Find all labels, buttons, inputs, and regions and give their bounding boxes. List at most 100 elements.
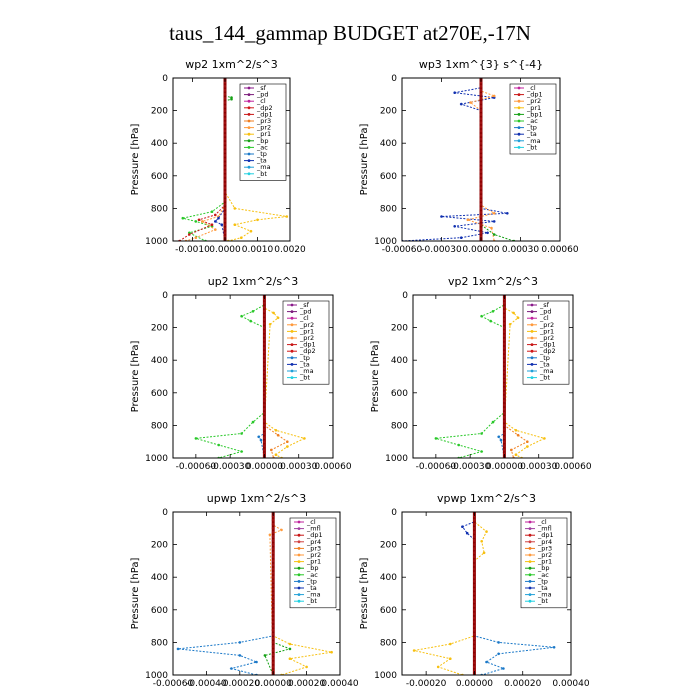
legend-entry: _bt [256,170,267,178]
series-group [176,512,333,675]
data-point [271,608,275,612]
legend-box [239,83,287,181]
legend-marker [517,132,521,136]
data-point [473,539,476,542]
data-point [201,220,204,223]
data-point [223,145,227,149]
data-point [263,440,266,444]
data-point [271,555,275,559]
legend-entry: _ac [256,143,268,151]
legend-entry: _pd [539,308,552,316]
y-axis-label: Pressure [hPa] [130,124,141,196]
y-tick-label: 0 [402,291,408,301]
x-tick-label: 0.00060 [554,462,591,472]
data-point [479,174,483,178]
legend-marker [528,586,532,590]
legend-marker [290,323,294,327]
y-tick-label: 0 [391,74,397,84]
data-point [473,592,476,595]
legend-marker [528,560,532,563]
data-point [263,318,266,321]
data-point [197,218,201,222]
legend-marker [530,310,534,313]
legend-entry: _tp [306,577,317,585]
legend-entry: _cl [306,518,316,526]
legend-marker [530,363,534,366]
data-point [479,105,483,108]
data-point [303,437,306,440]
data-point [503,318,506,321]
data-point [230,97,233,101]
y-tick-label: 1000 [145,237,168,247]
y-tick-label: 800 [151,204,168,214]
data-point [460,102,463,106]
legend-marker [297,553,301,557]
y-tick-label: 600 [151,389,168,399]
data-point [271,596,275,599]
legend-entry: _pr1 [537,558,552,566]
data-point [552,646,556,649]
legend-entry: _pr1 [539,327,554,335]
data-point [473,612,476,616]
data-point [510,448,513,452]
data-point [256,218,259,222]
data-point [223,117,227,121]
legend-entry: _pd [256,91,269,99]
data-point [503,407,506,411]
legend-marker [528,580,532,583]
legend-marker [247,99,251,103]
data-point [288,647,292,651]
legend-marker [530,303,534,307]
data-point [473,535,476,538]
data-point [274,453,278,457]
data-point [503,444,506,448]
data-point [473,563,476,567]
data-point [263,411,266,415]
legend-marker [290,369,294,373]
x-tick-label: -0.00020 [220,679,261,689]
legend-entry: _dp1 [537,531,554,539]
legend-marker [528,540,532,544]
data-point [263,391,266,395]
series-line-tp [473,512,555,675]
x-tick-label: -0.00060 [176,462,217,472]
data-point [271,628,275,632]
data-point [263,326,266,329]
data-point [251,310,255,313]
data-point [479,84,483,88]
data-point [263,305,266,309]
data-point [479,137,483,141]
data-point [503,358,506,362]
data-point [473,665,476,669]
data-point [263,358,266,362]
data-point [479,113,483,117]
legend-entry: _tp [539,354,550,362]
data-point [274,429,278,432]
data-point [271,547,275,551]
series-line-bp [264,512,292,675]
legend-marker [517,106,521,110]
legend-marker [517,119,521,123]
data-point [473,636,476,640]
series-group [402,78,516,241]
y-tick-label: 1000 [374,237,397,247]
data-point [263,407,266,411]
data-point [514,453,518,457]
data-point [473,588,476,591]
data-point [223,178,227,182]
legend-marker [517,139,521,143]
data-point [263,654,267,657]
legend-marker [290,363,294,366]
data-point [473,579,476,583]
data-point [263,444,266,448]
data-point [276,433,280,437]
legend: _cl_dp1_pr2_pr1_bp1_ac_tp_ta_ma_bt [509,83,557,155]
data-point [479,178,483,182]
data-point [263,436,266,439]
data-point [223,113,227,117]
data-point [479,162,483,166]
y-tick-label: 600 [380,172,397,182]
data-point [503,440,506,444]
legend-marker [517,126,521,129]
data-point [263,301,266,305]
